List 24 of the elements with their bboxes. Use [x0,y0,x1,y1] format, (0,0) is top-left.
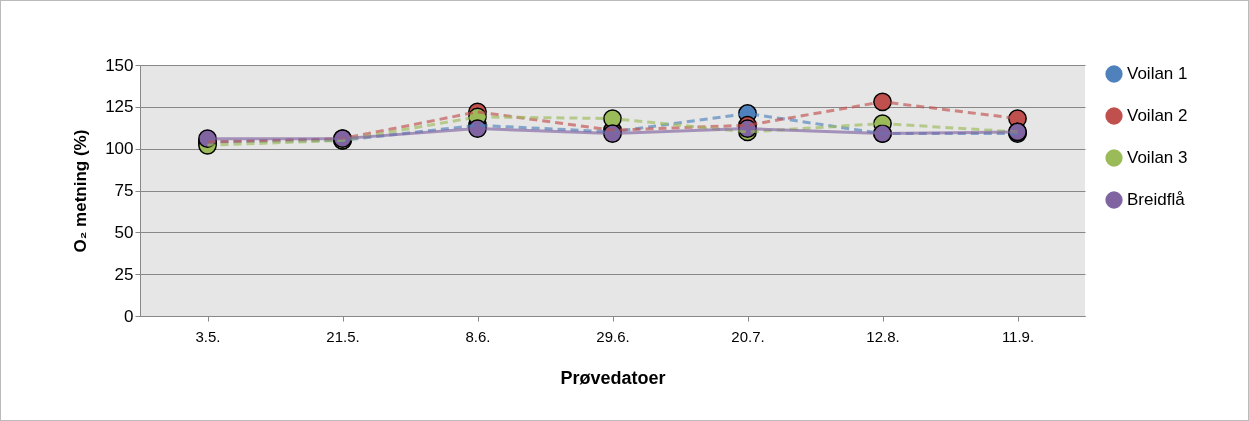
y-axis-title: O₂ metning (%) [71,129,91,253]
y-tick-label: 0 [124,306,134,326]
x-tick-label: 20.7. [731,327,765,345]
point [738,119,757,138]
x-tick-label: 12.8. [866,327,900,345]
point [468,119,487,138]
legend-label: Voilan 2 [1127,106,1188,125]
x-tick-label: 29.6. [596,327,630,345]
legend-label: Voilan 1 [1127,64,1188,83]
x-tick-label: 21.5. [326,327,360,345]
x-tick-label: 8.6. [465,327,491,345]
y-tick-label: 100 [105,139,134,159]
y-tick-label: 125 [105,97,134,117]
y-tick-label: 150 [105,55,134,75]
point [873,92,892,112]
legend-label: Voilan 3 [1127,148,1188,167]
y-tick-label: 75 [114,181,134,200]
x-axis-title: Prøvedatoer [560,367,666,388]
y-tick-label: 25 [114,264,134,284]
x-tick-label: 3.5. [195,327,221,345]
legend-label: Breidflå [1127,190,1186,209]
point [603,109,622,128]
y-tick-label: 50 [114,222,134,242]
x-tick-label: 11.9. [1001,327,1035,345]
